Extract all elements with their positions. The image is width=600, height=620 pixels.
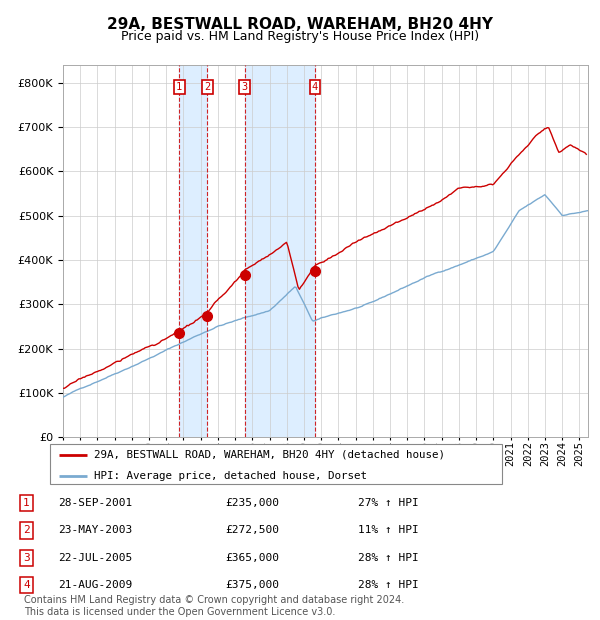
Text: £272,500: £272,500 (225, 526, 279, 536)
Text: 3: 3 (23, 552, 30, 562)
Text: 4: 4 (23, 580, 30, 590)
Text: 1: 1 (176, 82, 182, 92)
Bar (179, 65, 208, 437)
Text: Contains HM Land Registry data © Crown copyright and database right 2024.
This d: Contains HM Land Registry data © Crown c… (24, 595, 404, 617)
Text: HPI: Average price, detached house, Dorset: HPI: Average price, detached house, Dors… (94, 471, 367, 480)
Text: 22-JUL-2005: 22-JUL-2005 (58, 552, 133, 562)
Text: 11% ↑ HPI: 11% ↑ HPI (358, 526, 418, 536)
Bar (245, 65, 315, 437)
Text: £375,000: £375,000 (225, 580, 279, 590)
Text: 28% ↑ HPI: 28% ↑ HPI (358, 552, 418, 562)
Text: 29A, BESTWALL ROAD, WAREHAM, BH20 4HY: 29A, BESTWALL ROAD, WAREHAM, BH20 4HY (107, 17, 493, 32)
Text: £235,000: £235,000 (225, 498, 279, 508)
Text: 28% ↑ HPI: 28% ↑ HPI (358, 580, 418, 590)
Text: 2: 2 (204, 82, 211, 92)
Text: £365,000: £365,000 (225, 552, 279, 562)
Text: 27% ↑ HPI: 27% ↑ HPI (358, 498, 418, 508)
Text: 28-SEP-2001: 28-SEP-2001 (58, 498, 133, 508)
Text: 1: 1 (23, 498, 30, 508)
Text: 4: 4 (312, 82, 318, 92)
Text: 29A, BESTWALL ROAD, WAREHAM, BH20 4HY (detached house): 29A, BESTWALL ROAD, WAREHAM, BH20 4HY (d… (94, 450, 445, 459)
Text: 2: 2 (23, 526, 30, 536)
Text: 21-AUG-2009: 21-AUG-2009 (58, 580, 133, 590)
Text: Price paid vs. HM Land Registry's House Price Index (HPI): Price paid vs. HM Land Registry's House … (121, 30, 479, 43)
Text: 3: 3 (242, 82, 248, 92)
Text: 23-MAY-2003: 23-MAY-2003 (58, 526, 133, 536)
FancyBboxPatch shape (50, 445, 502, 484)
